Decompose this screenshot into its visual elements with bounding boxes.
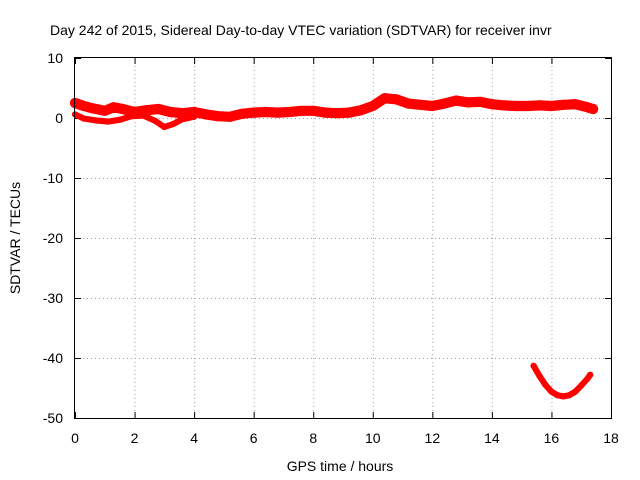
data-point [587, 371, 594, 378]
data-point [212, 111, 223, 122]
x-tick-label: 0 [71, 430, 79, 446]
data-point [272, 107, 283, 118]
data-point [566, 392, 573, 399]
data-point [558, 99, 569, 110]
y-tick-label: 10 [47, 50, 63, 66]
data-point [560, 393, 567, 400]
data-point [108, 102, 119, 113]
data-point [588, 103, 599, 115]
data-point [451, 95, 462, 106]
plot-frame [74, 57, 612, 419]
chart-title: Day 242 of 2015, Sidereal Day-to-day VTE… [50, 22, 552, 38]
x-tick-label: 14 [484, 430, 500, 446]
data-point [152, 117, 159, 125]
data-point [536, 372, 543, 380]
x-tick-labels: 0 2 4 6 8 10 12 14 16 18 [71, 430, 619, 446]
y-tick-label: -50 [43, 410, 63, 426]
data-point [542, 381, 549, 389]
x-tick-label: 8 [309, 430, 317, 446]
data-point [486, 99, 497, 110]
data-point [224, 111, 235, 122]
data-point [140, 112, 147, 119]
data-point [463, 97, 474, 108]
data-point [578, 382, 585, 389]
data-point [546, 100, 557, 112]
x-tick-label: 18 [603, 430, 619, 446]
series-main-band [69, 93, 599, 122]
data-point [78, 100, 89, 112]
data-point [87, 103, 98, 114]
data-point [296, 105, 307, 116]
data-point [92, 117, 99, 124]
data-point [548, 388, 555, 395]
data-point [80, 115, 87, 122]
data-point [179, 116, 186, 123]
data-point [153, 103, 164, 115]
x-tick-label: 10 [365, 430, 381, 446]
tick-marks [75, 58, 612, 419]
x-tick-label: 6 [250, 430, 258, 446]
y-tick-label: -40 [43, 350, 63, 366]
data-point [104, 118, 111, 125]
data-point [284, 106, 295, 118]
data-point [170, 120, 177, 128]
data-point [530, 362, 537, 369]
data-point [439, 98, 450, 109]
data-point [498, 100, 509, 111]
data-series [69, 93, 599, 400]
data-point [355, 105, 366, 116]
data-point [260, 106, 271, 118]
data-point [99, 105, 110, 116]
data-point [570, 99, 581, 110]
data-point [200, 109, 212, 120]
data-point [165, 106, 176, 118]
data-point [248, 107, 259, 118]
series-curve-near-16h [530, 362, 594, 400]
data-point [367, 100, 378, 112]
x-tick-label: 16 [544, 430, 560, 446]
data-point [474, 96, 486, 107]
data-point [427, 100, 438, 112]
x-tick-label: 4 [190, 430, 198, 446]
data-point [510, 100, 521, 112]
data-point [343, 107, 355, 118]
y-tick-label: 0 [55, 110, 63, 126]
data-point [308, 105, 319, 116]
data-point [554, 392, 561, 399]
data-point [128, 113, 135, 120]
data-point [415, 99, 426, 110]
data-point [236, 108, 247, 119]
y-axis-label: SDTVAR / TECUs [7, 182, 23, 294]
y-tick-label: -20 [43, 230, 63, 246]
x-axis-label: GPS time / hours [287, 458, 394, 474]
data-point [522, 100, 533, 112]
data-point [403, 98, 414, 109]
data-point [116, 116, 123, 123]
y-tick-label: -30 [43, 290, 63, 306]
x-tick-label: 12 [425, 430, 441, 446]
data-point [320, 107, 331, 118]
data-point [161, 123, 168, 131]
data-point [391, 94, 402, 105]
data-point [534, 100, 545, 111]
data-point [572, 388, 579, 395]
y-tick-label: -10 [43, 170, 63, 186]
data-point [331, 108, 343, 119]
data-point [379, 93, 390, 104]
x-tick-label: 2 [131, 430, 139, 446]
data-point [117, 103, 128, 115]
data-point [191, 113, 198, 120]
y-tick-labels: -50 -40 -30 -20 -10 0 10 [43, 50, 63, 426]
